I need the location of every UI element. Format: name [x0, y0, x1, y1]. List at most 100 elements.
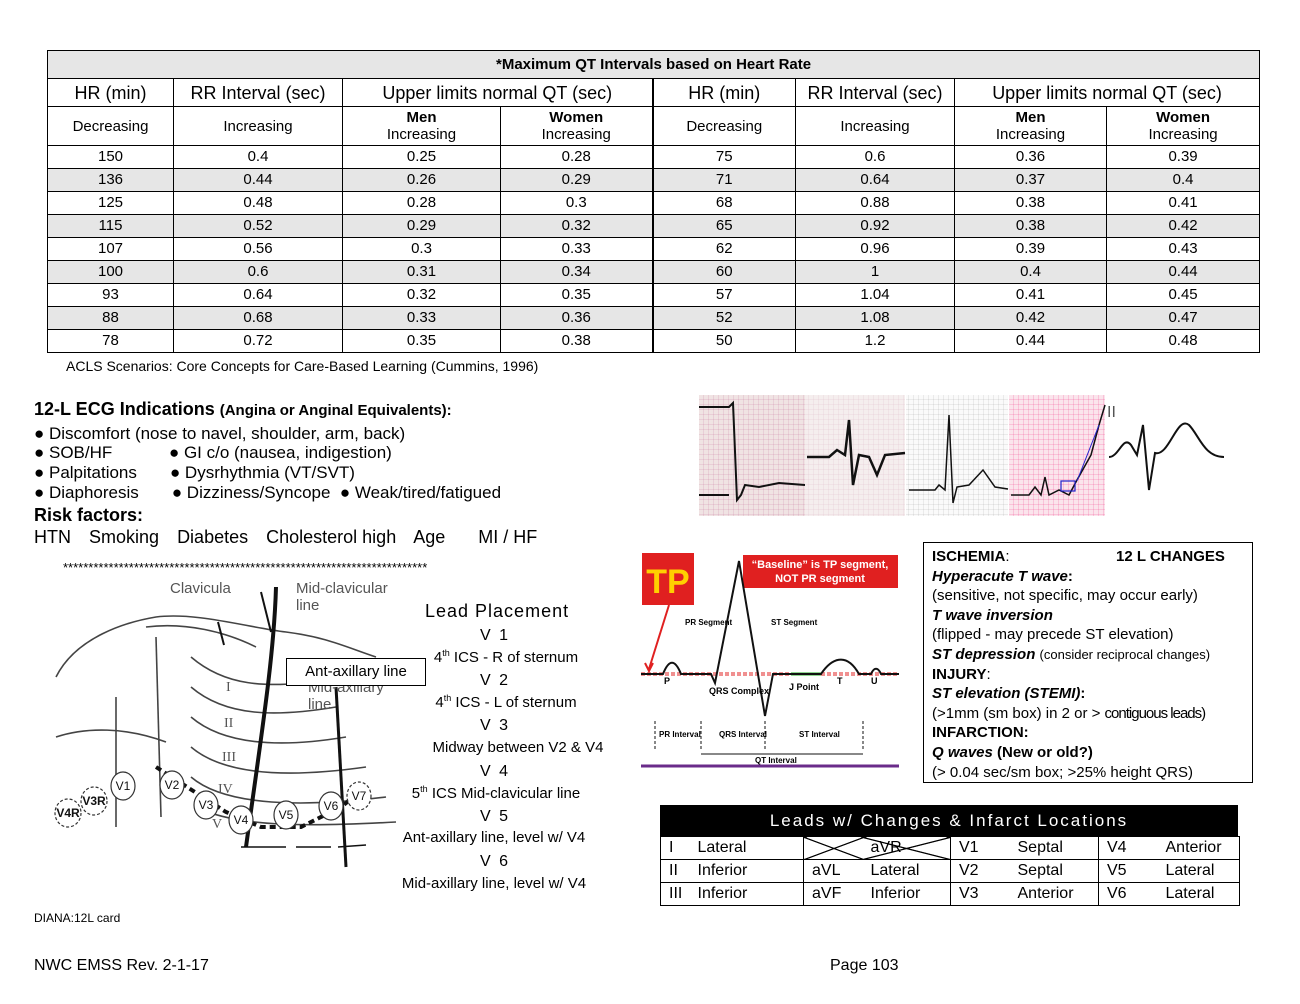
table-cell: Septal: [1009, 859, 1099, 883]
table-cell: 0.6: [795, 145, 955, 169]
lead-desc: Ant-axillary line, level w/ V4: [402, 829, 586, 846]
svg-text:PR Segment: PR Segment: [685, 618, 732, 627]
rib-label: III: [222, 750, 236, 765]
table-row: 115 0.52 0.29 0.32 65 0.92 0.38 0.42: [47, 214, 1261, 238]
svg-text:T: T: [837, 676, 843, 686]
svg-text:NOT PR segment: NOT PR segment: [775, 573, 865, 585]
lead-name: V 1: [480, 627, 511, 644]
table-cell: aVF: [803, 882, 863, 906]
table-cell: 115: [47, 214, 174, 238]
table-cell: Anterior: [1009, 882, 1099, 906]
lead-name: V 5: [480, 808, 511, 825]
indication-line: ● Palpitations ● Dysrhythmia (VT/SVT): [34, 463, 355, 482]
sub-rr-right: Increasing: [795, 106, 955, 146]
table-cell: 0.48: [1105, 329, 1261, 353]
table-cell: Anterior: [1157, 836, 1240, 860]
page-number: Page 103: [830, 957, 899, 974]
table-cell: 0.28: [342, 191, 501, 215]
svg-text:line: line: [296, 597, 319, 614]
tp-segment-diagram: TP “Baseline” is TP segment, NOT PR segm…: [641, 553, 899, 768]
table-cell: 0.41: [1105, 191, 1261, 215]
svg-text:ST Segment: ST Segment: [771, 618, 818, 627]
lead-v2-marker: V2: [165, 778, 180, 792]
table-cell: 0.3: [500, 191, 653, 215]
header-qt: Upper limits normal QT (sec): [342, 78, 653, 107]
table-row: II Inferior aVL Lateral V2 Septal V5 Lateral: [660, 859, 1240, 883]
leads-table-title: Leads w/ Changes & Infarct Locations: [660, 805, 1238, 836]
table-cell: 1.2: [795, 329, 955, 353]
table-cell: 0.37: [954, 168, 1107, 192]
lead-desc: 5th ICS Mid-clavicular line: [411, 784, 581, 802]
risk-item: HTN: [34, 527, 71, 547]
rib-label: IV: [218, 782, 233, 797]
table-cell: 0.38: [954, 214, 1107, 238]
leads-table: I Lateral aVR V1 Septal V4 Anterior II Inferior a…: [660, 836, 1240, 906]
ecg-strip-2: [805, 395, 906, 516]
indication-line: ● SOB/HF ● GI c/o (nausea, indigestion): [34, 443, 392, 462]
st-depression-desc: (consider reciprocal changes): [1039, 646, 1211, 662]
hyperacute-desc: (sensitive, not specific, may occur earl…: [932, 587, 1198, 605]
table-cell: 65: [651, 214, 796, 238]
svg-text:QRS Complex: QRS Complex: [709, 686, 769, 696]
st-elevation-label: ST elevation (STEMI): [932, 685, 1081, 703]
table-cell: 0.6: [173, 260, 343, 284]
lead-desc: Midway between V2 & V4: [432, 739, 604, 756]
indications-title: 12-L ECG Indications (Angina or Anginal …: [34, 399, 452, 419]
table-cell: 62: [651, 237, 796, 261]
table-cell: 75: [651, 145, 796, 169]
card-label: DIANA:12L card: [34, 911, 121, 925]
table-cell: 0.68: [173, 306, 343, 330]
sub-men-right: Men Increasing: [954, 106, 1107, 146]
lead-desc: Mid-axillary line, level w/ V4: [401, 875, 587, 892]
svg-text:P: P: [664, 676, 670, 686]
table-cell: 68: [651, 191, 796, 215]
risk-item: Age: [413, 527, 446, 547]
table-cell: Inferior: [862, 882, 951, 906]
svg-text:line: line: [308, 696, 331, 713]
lead-v1-marker: V1: [116, 779, 131, 793]
lead-v3r-marker: V3R: [82, 794, 106, 808]
table-cell: V4: [1098, 836, 1158, 860]
table-cell: Inferior: [689, 882, 804, 906]
svg-text:U: U: [871, 676, 878, 686]
table-cell: 0.29: [342, 214, 501, 238]
table-cell: V3: [950, 882, 1010, 906]
table-row: 93 0.64 0.32 0.35 57 1.04 0.41 0.45: [47, 283, 1261, 307]
mid-clavicular-label: Mid-clavicular: [296, 580, 388, 597]
table-cell: 0.29: [500, 168, 653, 192]
table-cell: 0.48: [173, 191, 343, 215]
table-cell: V5: [1098, 859, 1158, 883]
table-cell: Inferior: [689, 859, 804, 883]
lead-v6-marker: V6: [324, 799, 339, 813]
table-cell: 0.52: [173, 214, 343, 238]
table-cell: 100: [47, 260, 174, 284]
table-cell: 60: [651, 260, 796, 284]
header-rr-right: RR Interval (sec): [795, 78, 955, 107]
sub-women: Women Increasing: [500, 106, 653, 146]
table-cell: 0.26: [342, 168, 501, 192]
table-cell: aVL: [803, 859, 863, 883]
table-cell: 125: [47, 191, 174, 215]
st-elevation-desc: (>1mm (sm box) in 2 or > contiguous lead…: [932, 704, 1206, 722]
lead-v4r-marker: V4R: [56, 806, 80, 820]
table-cell: 0.36: [954, 145, 1107, 169]
rib-label: I: [226, 680, 231, 695]
table-row: 150 0.4 0.25 0.28 75 0.6 0.36 0.39: [47, 145, 1261, 169]
table-cell: 0.44: [954, 329, 1107, 353]
table-cell: Lateral: [1157, 882, 1240, 906]
table-cell: 93: [47, 283, 174, 307]
table-row: 136 0.44 0.26 0.29 71 0.64 0.37 0.4: [47, 168, 1261, 192]
table-cell: 0.3: [342, 237, 501, 261]
ant-axillary-label: Ant-axillary line: [286, 658, 426, 686]
qt-table-title: *Maximum QT Intervals based on Heart Rat…: [46, 50, 1261, 79]
table-cell: 50: [651, 329, 796, 353]
table-row: 88 0.68 0.33 0.36 52 1.08 0.42 0.47: [47, 306, 1261, 330]
svg-text:QT Interval: QT Interval: [755, 756, 797, 765]
table-cell: 0.41: [954, 283, 1107, 307]
star-divider: ****************************************…: [63, 560, 428, 575]
table-cell: 0.38: [500, 329, 653, 353]
table-cell: 1: [795, 260, 955, 284]
lead-v4-marker: V4: [234, 813, 249, 827]
table-row: III Inferior aVF Inferior V3 Anterior V6 Latera…: [660, 882, 1240, 906]
table-cell: 0.4: [1105, 168, 1261, 192]
